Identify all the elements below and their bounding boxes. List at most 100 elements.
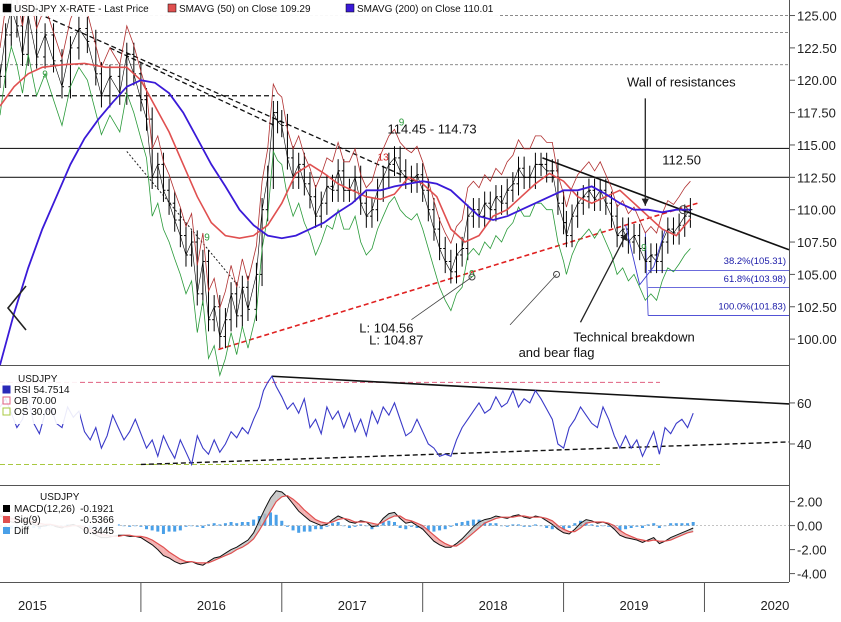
chevron-left-icon [6, 285, 27, 331]
diff-bar [691, 522, 695, 526]
fib-label: 38.2%(105.31) [724, 256, 786, 267]
legend-value: -0.5366 [80, 515, 114, 526]
macd-signal-fill [276, 490, 282, 502]
previous-chart-arrow[interactable] [0, 278, 34, 338]
y-tick-label: 2.00 [797, 495, 822, 510]
price-panel: Wall of resistances 114.45 - 114.73 112.50… [0, 0, 837, 377]
y-tick-label: 115.00 [797, 138, 836, 153]
macd-signal-fill [417, 523, 423, 530]
legend-swatch [3, 527, 10, 534]
macd-y-axis: 2.00 0.00 -2.00 -4.00 [789, 495, 827, 582]
y-tick-label: -2.00 [797, 543, 827, 558]
diff-bar [122, 525, 126, 527]
diff-bar [500, 525, 504, 527]
diff-bar [314, 525, 318, 530]
annotation-label: Technical breakdown [573, 330, 694, 345]
diff-bar [471, 519, 475, 526]
count-label: 9 [204, 233, 210, 244]
rsi-series [0, 375, 694, 467]
count-label: 9 [399, 118, 405, 129]
diff-bar [511, 524, 515, 526]
diff-bar [195, 525, 199, 527]
diff-bar [116, 524, 120, 526]
diff-bar [201, 525, 205, 528]
macd-panel: 2.00 0.00 -2.00 -4.00 [0, 490, 827, 582]
diff-bar [522, 525, 526, 527]
macd-signal-fill [163, 547, 170, 558]
diff-bar [178, 525, 182, 531]
macd-signal-fill [580, 519, 587, 528]
arrow-bear-flag-head [620, 232, 627, 241]
diff-bar [426, 525, 430, 531]
macd-signal-fill [169, 552, 175, 562]
diff-bar [494, 523, 498, 526]
count-label: 13 [378, 152, 390, 163]
annotation-label: and bear flag [519, 345, 595, 360]
diff-bar [393, 522, 396, 526]
downtrend-line [30, 9, 416, 182]
diff-bar [308, 525, 312, 532]
x-tick-label: 2015 [18, 598, 47, 613]
diff-bar [325, 525, 329, 527]
legend-label: Diff [14, 526, 29, 537]
diff-bar [680, 523, 684, 526]
diff-bar [460, 522, 464, 526]
y-tick-label: 125.00 [797, 9, 837, 24]
macd-signal-fill [462, 532, 468, 543]
rsi-y-axis: 60 40 [789, 396, 811, 452]
resistance-trend-line [542, 157, 790, 251]
diff-bar [443, 525, 447, 530]
diff-bar [139, 525, 143, 527]
legend-label: SMAVG (50) on Close 109.29 [179, 4, 311, 15]
rsi-support-line [140, 441, 790, 466]
macd-series [0, 490, 789, 566]
upper-band-line [0, 0, 691, 310]
diff-bar [364, 525, 368, 527]
diff-bar [235, 523, 239, 526]
y-tick-label: 60 [797, 396, 811, 411]
series-line-price [0, 6, 691, 338]
y-tick-label: -4.00 [797, 567, 827, 582]
diff-bar [252, 519, 256, 526]
diff-bar [533, 524, 537, 526]
macd-signal-fill [253, 520, 260, 539]
diff-bar [652, 523, 656, 526]
rsi-trendlines [140, 375, 790, 466]
diff-bar [398, 525, 402, 528]
macd-signal-fill [264, 498, 271, 521]
legend-background [0, 0, 500, 16]
legend-label: SMAVG (200) on Close 110.01 [357, 4, 494, 15]
y-tick-label: 117.50 [797, 106, 836, 121]
diff-bar [161, 525, 165, 534]
diff-bar [381, 522, 385, 526]
low-marker [553, 270, 561, 278]
diff-bar [686, 523, 690, 526]
y-tick-label: 100.00 [797, 332, 837, 347]
legend-swatch [3, 516, 10, 523]
diff-bar [370, 525, 374, 530]
diff-bar [505, 525, 509, 527]
x-tick-label: 2017 [338, 598, 367, 613]
diff-bar [573, 523, 577, 526]
macd-signal-fill [152, 540, 158, 550]
diff-bar [173, 525, 177, 532]
diff-bar [624, 525, 628, 530]
legend-swatch [3, 505, 10, 512]
legend-swatch [345, 3, 355, 13]
legend-label: MACD(12,26) [14, 504, 75, 515]
current-marker [678, 205, 688, 215]
count-label: 9 [42, 70, 48, 81]
panel-frames [0, 0, 790, 583]
diff-bar [674, 523, 678, 526]
x-axis: 2015 2016 2017 2018 2019 2020 [18, 583, 789, 613]
diff-bar [432, 525, 436, 532]
annotation-label: 114.45 - 114.73 [387, 121, 476, 136]
y-tick-label: 107.50 [797, 235, 837, 250]
diff-bar [387, 520, 391, 526]
upper-dashed-line [109, 47, 276, 127]
diff-bar [269, 512, 273, 526]
macd-signal-fill [552, 520, 558, 530]
diff-bar [218, 524, 222, 526]
legend-label: OB 70.00 [14, 396, 57, 407]
rsi-ob-os-lines [0, 381, 660, 465]
